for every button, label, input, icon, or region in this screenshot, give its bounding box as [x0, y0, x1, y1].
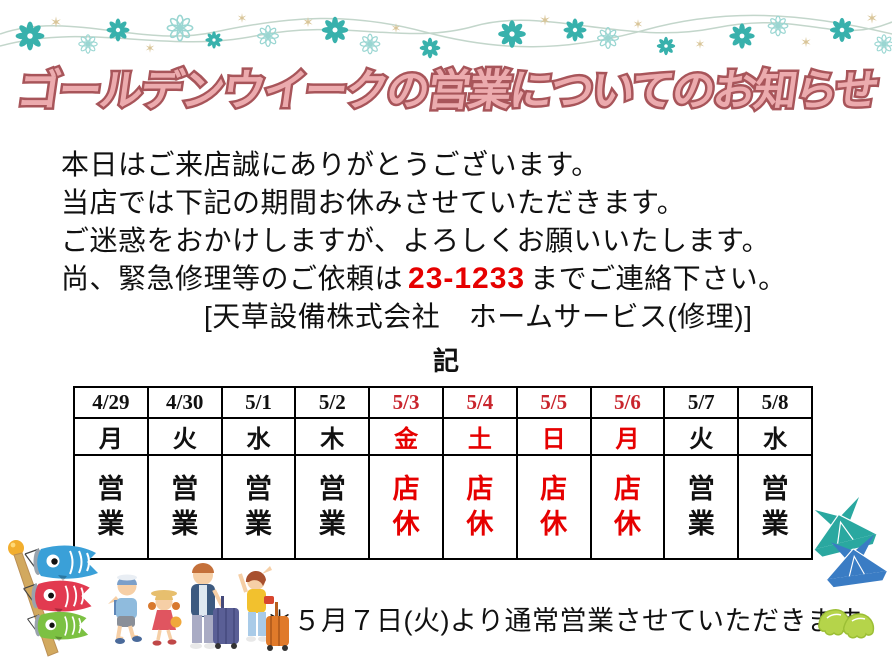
date-cell: 5/7	[663, 386, 740, 419]
date-cell: 5/6	[589, 386, 666, 419]
father-figure	[190, 563, 239, 649]
day-cell: 水	[737, 417, 813, 456]
greeting-message: 本日はご来店誠にありがとうございます。 当店では下記の期間お休みさせていただきま…	[61, 146, 787, 336]
status-row: 営業 営業 営業 営業 店休 店休 店休 店休 営業 営業	[73, 454, 813, 560]
schedule-table: 4/29 4/30 5/1 5/2 5/3 5/4 5/5 5/6 5/7 5/8 月火水木金土日…	[73, 386, 813, 560]
phone-number: 23-1233	[408, 262, 526, 295]
day-cell: 水	[220, 417, 297, 456]
girl-figure	[148, 590, 182, 646]
status-label: 営業	[97, 473, 125, 539]
garland-icon	[0, 9, 892, 63]
day-row: 月火水木金土日月火水	[73, 417, 813, 456]
status-label: 営業	[318, 473, 346, 539]
family-icon	[108, 563, 289, 651]
status-cell: 店休	[368, 454, 444, 560]
emergency-suffix: までご連絡下さい。	[530, 263, 787, 294]
status-label: 店休	[613, 473, 641, 539]
status-label: 店休	[392, 473, 420, 539]
date-cell: 5/1	[220, 386, 297, 419]
day-cell: 火	[663, 417, 740, 456]
status-label: 店休	[540, 473, 568, 539]
status-cell: 営業	[737, 454, 813, 560]
status-label: 店休	[466, 473, 494, 539]
message-line-2: 当店では下記の期間お休みさせていただきます。	[61, 187, 686, 218]
date-row: 4/29 4/30 5/1 5/2 5/3 5/4 5/5 5/6 5/7 5/8	[73, 386, 813, 419]
date-cell: 5/2	[294, 386, 371, 419]
day-cell: 金	[368, 417, 444, 456]
day-cell: 月	[73, 417, 149, 456]
status-cell: 店休	[515, 454, 592, 560]
status-cell: 店休	[441, 454, 518, 560]
message-line-1: 本日はご来店誠にありがとうございます。	[61, 149, 600, 180]
date-cell: 5/5	[515, 386, 592, 419]
footer-note: ＊５月７日(火)より通常営業させていただきます。	[266, 606, 887, 636]
status-label: 営業	[244, 473, 272, 539]
status-cell: 営業	[663, 454, 740, 560]
day-cell: 木	[294, 417, 371, 456]
status-label: 営業	[761, 473, 789, 539]
boy-figure	[108, 574, 142, 644]
status-label: 営業	[687, 473, 715, 539]
date-cell: 4/29	[73, 386, 149, 419]
record-heading: 記	[432, 346, 459, 376]
date-cell: 4/30	[146, 386, 223, 419]
status-cell: 店休	[589, 454, 666, 560]
day-cell: 火	[146, 417, 223, 456]
date-cell: 5/4	[441, 386, 518, 419]
status-cell: 営業	[220, 454, 297, 560]
status-cell: 営業	[73, 454, 149, 560]
page-title: ゴールデンウイークの営業についてのお知らせ ゴールデンウイークの営業についてのお…	[0, 56, 892, 142]
message-line-3: ご迷惑をおかけしますが、よろしくお願いいたします。	[61, 225, 771, 256]
date-cell: 5/3	[368, 386, 444, 419]
page-title-text: ゴールデンウイークの営業についてのお知らせ	[14, 67, 880, 115]
date-cell: 5/8	[737, 386, 813, 419]
day-cell: 日	[515, 417, 592, 456]
emergency-prefix: 尚、緊急修理等のご依頼は	[61, 263, 404, 294]
message-line-emergency: 尚、緊急修理等のご依頼は 23-1233 までご連絡下さい。	[61, 260, 787, 298]
day-cell: 土	[441, 417, 518, 456]
status-cell: 営業	[146, 454, 223, 560]
status-cell: 営業	[294, 454, 371, 560]
status-label: 営業	[171, 473, 199, 539]
day-cell: 月	[589, 417, 666, 456]
company-name: [天草設備株式会社 ホームサービス(修理)]	[204, 301, 753, 332]
